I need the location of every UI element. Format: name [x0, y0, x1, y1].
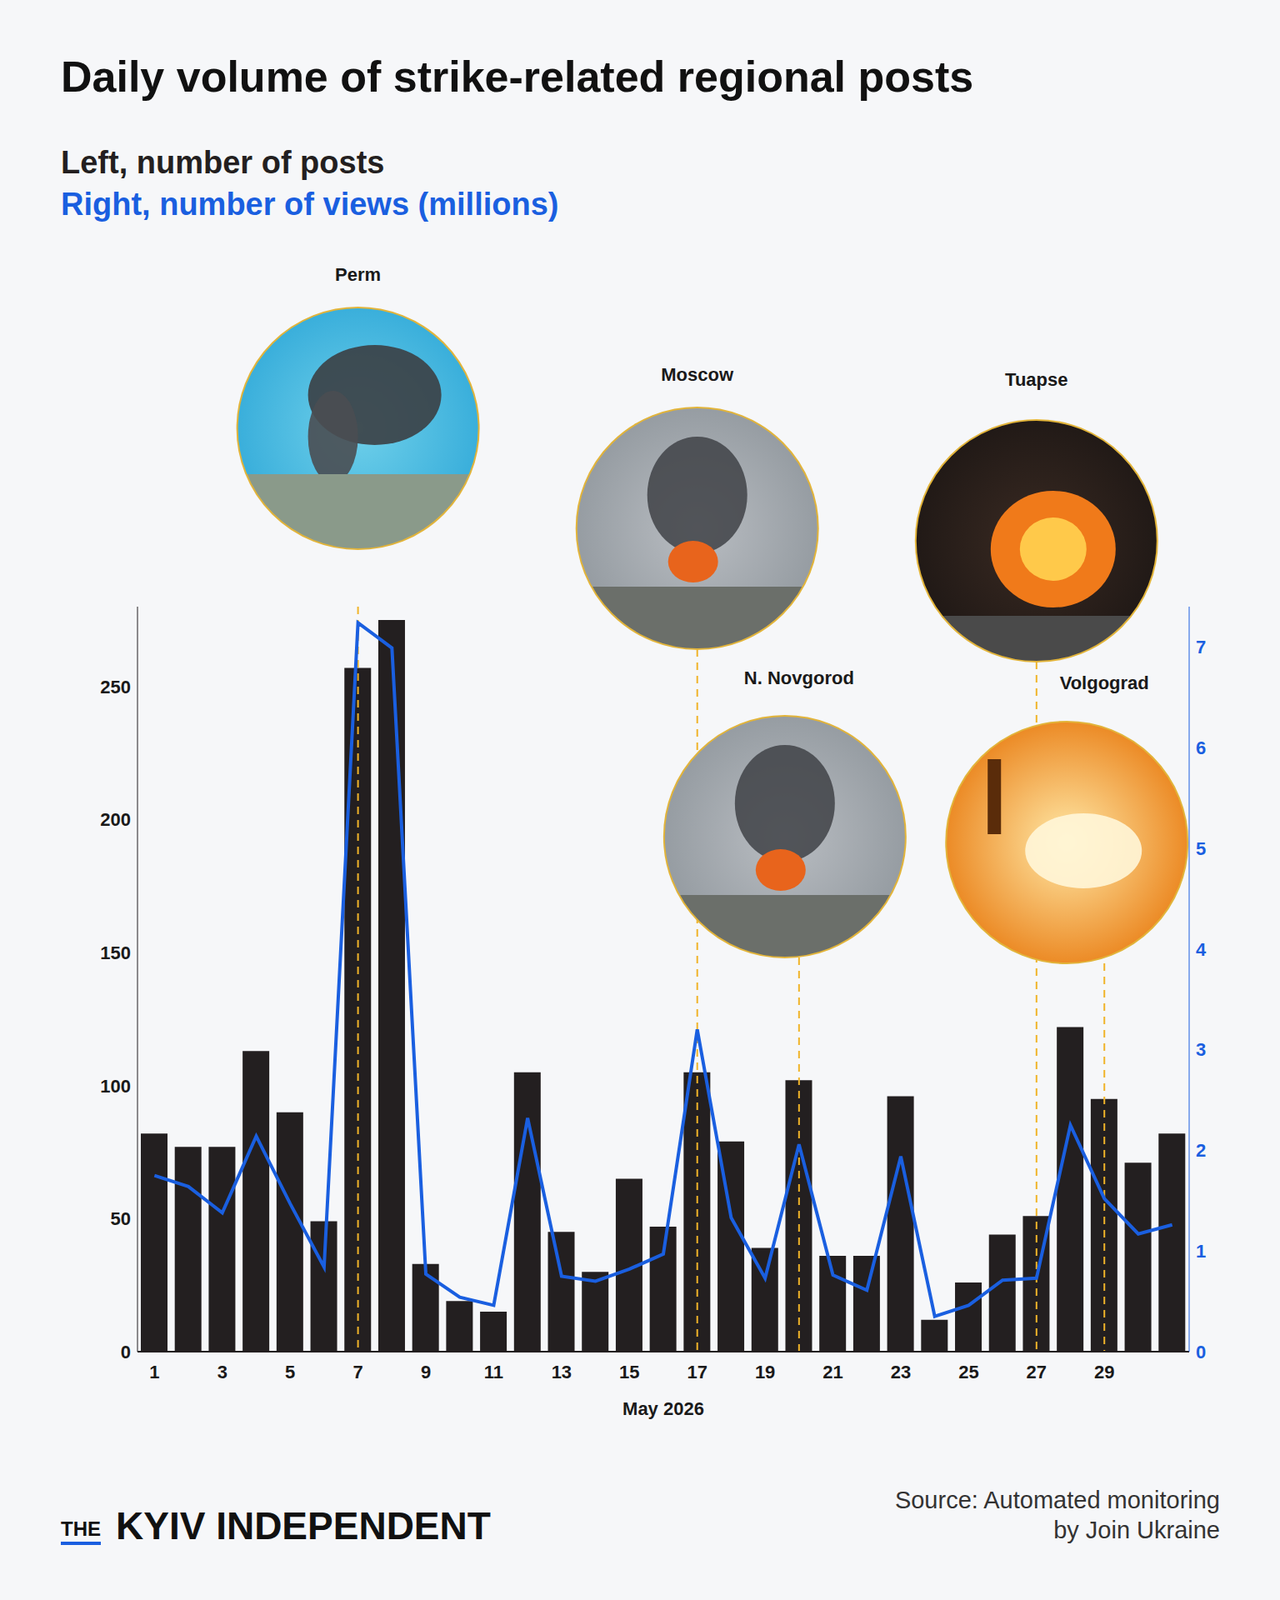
html-text:Right, number of views (millio: Right, number of views (millions) [60, 186, 559, 222]
svg-text:N. Novgorod: N. Novgorod [744, 667, 855, 689]
svg-text:May 2026: May 2026 [622, 1398, 705, 1420]
svg-text:2: 2 [1195, 1140, 1206, 1161]
svg-text:11: 11 [484, 1361, 504, 1383]
svg-text:0: 0 [120, 1341, 131, 1363]
svg-text:Tuapse: Tuapse [1005, 369, 1068, 390]
svg-text:200: 200 [100, 809, 131, 830]
svg-text:50: 50 [110, 1208, 131, 1230]
svg-text:3: 3 [1195, 1039, 1206, 1060]
html-text:Source: Automated monitoring: Source: Automated monitoring [894, 1486, 1220, 1514]
svg-text:Volgograd: Volgograd [1060, 672, 1150, 694]
svg-text:29: 29 [1094, 1361, 1115, 1383]
svg-text:4: 4 [1195, 939, 1207, 960]
html-text:by Join Ukraine: by Join Ukraine [1053, 1516, 1220, 1544]
svg-text:Moscow: Moscow [660, 364, 735, 385]
svg-text:1: 1 [1195, 1240, 1206, 1262]
html-text:THE KYIV INDEPENDENT: THE KYIV INDEPENDENT [60, 1504, 491, 1548]
svg-text:7: 7 [1195, 636, 1206, 658]
svg-text:6: 6 [1195, 737, 1206, 759]
svg-text:21: 21 [822, 1361, 843, 1383]
svg-text:15: 15 [619, 1361, 640, 1383]
svg-text:9: 9 [420, 1361, 431, 1383]
svg-text:100: 100 [100, 1075, 131, 1097]
svg-text:5: 5 [285, 1361, 295, 1383]
svg-text:19: 19 [755, 1361, 775, 1383]
svg-text:1: 1 [149, 1361, 160, 1383]
svg-text:13: 13 [551, 1361, 572, 1383]
svg-text:150: 150 [100, 942, 131, 964]
html-text:Daily volume of strike-related: Daily volume of strike-related regional … [60, 52, 974, 101]
svg-text:17: 17 [686, 1361, 707, 1383]
svg-text:25: 25 [958, 1361, 979, 1383]
svg-text:0: 0 [1195, 1341, 1206, 1363]
svg-text:27: 27 [1026, 1361, 1047, 1383]
svg-text:7: 7 [352, 1361, 363, 1383]
svg-text:250: 250 [100, 676, 131, 698]
svg-text:5: 5 [1195, 838, 1206, 860]
html-text:Left, number of posts: Left, number of posts [60, 145, 385, 180]
svg-text:3: 3 [217, 1361, 228, 1383]
svg-text:23: 23 [890, 1361, 911, 1383]
svg-text:Perm: Perm [335, 264, 381, 285]
